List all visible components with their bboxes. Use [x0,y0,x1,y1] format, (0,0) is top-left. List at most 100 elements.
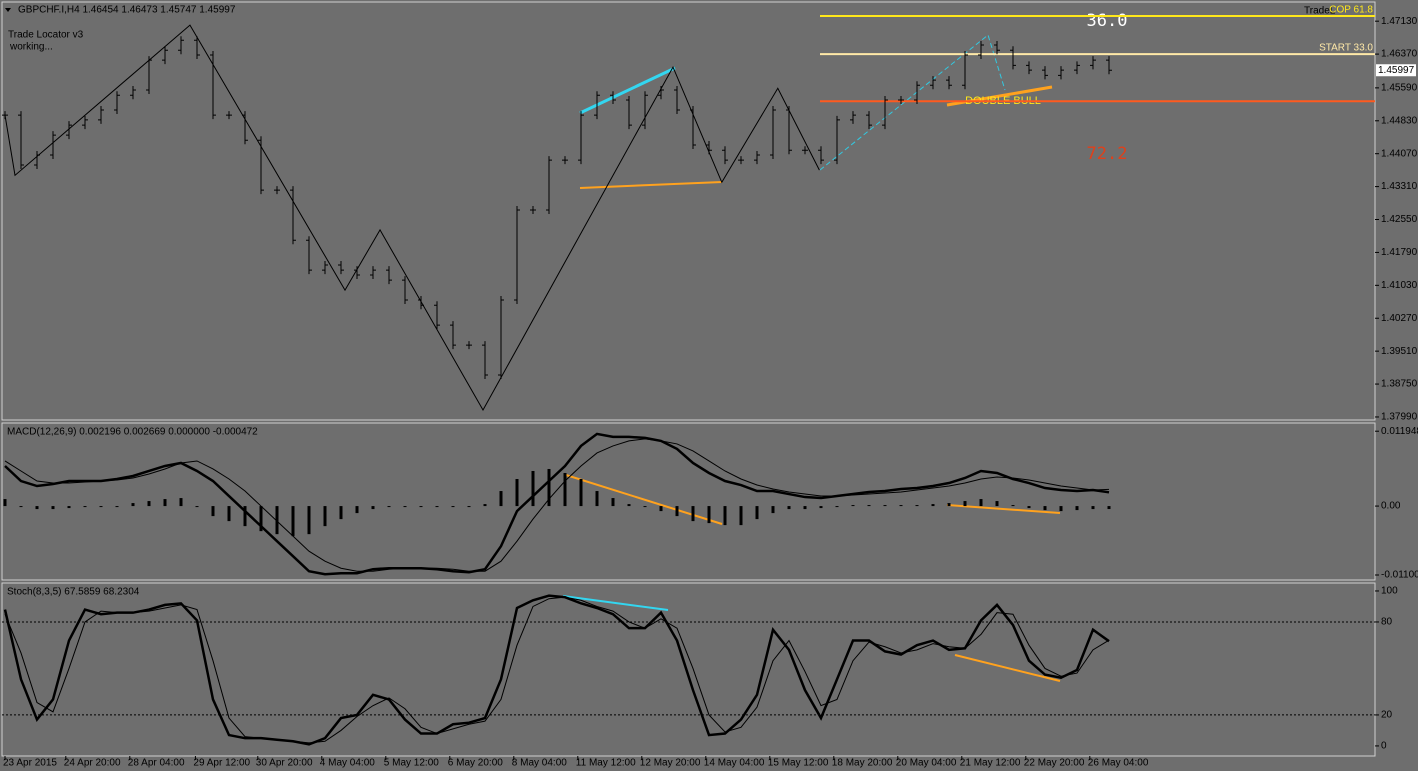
price-bar [370,266,376,279]
histogram-bar [179,498,183,507]
price-bar [818,146,824,165]
y-tick-label: 1.44070 [1381,148,1418,159]
x-tick-label: 26 May 04:00 [1088,758,1149,769]
y-tick-label: 1.47130 [1381,16,1418,27]
histogram-bar [1011,505,1015,507]
indicator-line [3,594,1110,746]
y-tick-label: 1.39510 [1381,346,1418,357]
price-bar [866,111,872,130]
histogram-bar [259,506,263,532]
price-bar [322,260,328,275]
x-tick-label: 18 May 20:00 [832,758,893,769]
histogram-bar [499,491,503,507]
x-tick-label: 11 May 12:00 [576,758,636,769]
indicator-line [4,438,1110,572]
histogram-bar [739,506,743,526]
histogram-bar [899,505,903,507]
histogram-bar [691,506,695,522]
x-tick-label: 23 Apr 2015 [3,758,57,769]
histogram-bar [339,506,343,520]
price-bar [66,121,72,140]
y-tick-label: 1.45590 [1381,83,1418,94]
histogram-bar [483,504,487,507]
price-bar [1090,56,1096,70]
price-bar [274,186,280,195]
y-tick-label: 1.40270 [1381,313,1418,324]
y-tick-label: 80 [1381,617,1393,628]
histogram-bar [915,505,919,507]
price-bar [642,91,648,130]
histogram-bar [531,470,535,507]
histogram-bar [643,506,647,508]
histogram-bar [787,506,791,510]
histogram-bar [99,506,103,508]
x-tick-label: 15 May 12:00 [768,758,829,769]
price-bar [482,341,488,379]
price-bar [194,36,200,59]
histogram-bar [1027,506,1031,509]
x-tick-label: 20 May 04:00 [896,758,957,769]
level-label: COP 61.8 [1329,5,1373,16]
y-tick-label: 1.44830 [1381,115,1418,126]
price-bar [290,186,296,245]
price-bar [962,50,968,90]
price-bar [1058,66,1064,80]
price-bar [18,111,24,169]
price-bar [994,41,1000,55]
price-bar [50,131,56,159]
y-tick-label: 0 [1381,741,1387,752]
ratio-label: 72.2 [1087,144,1128,164]
indicator-line [4,432,1110,576]
histogram-bar [947,503,951,507]
macd-pane [1,422,1376,581]
price-bar [898,95,904,104]
histogram-bar [355,506,359,514]
price-bar [834,115,840,165]
price-bar [130,86,136,100]
histogram-bar [1091,506,1095,510]
divergence-line [579,66,676,115]
price-bar [674,86,680,114]
y-tick-label: 0.011948 [1381,426,1418,437]
x-tick-label: 6 May 20:00 [448,758,503,769]
y-tick-label: 20 [1381,710,1393,721]
menu-arrow[interactable] [5,8,11,12]
histogram-bar [515,479,519,507]
histogram-bar [963,501,967,507]
histogram-bar [611,498,615,507]
price-bar [338,260,344,275]
histogram-bar [419,506,423,508]
histogram-bar [755,506,759,520]
divergence-line [579,181,723,189]
x-tick-label: 29 Apr 12:00 [193,758,250,769]
histogram-bar [707,506,711,524]
histogram-bar [275,506,279,535]
histogram-bar [579,479,583,507]
price-bar [562,156,568,165]
histogram-bar [723,506,727,526]
y-tick-label: 1.37990 [1381,412,1418,423]
y-tick-label: 1.43310 [1381,181,1418,192]
stoch-pane [1,582,1376,757]
price-bar [466,341,472,350]
price-bar [98,105,104,124]
histogram-bar [819,506,823,509]
histogram-bar [323,506,327,527]
price-bar [306,236,312,275]
price-bar [226,111,232,120]
histogram-bar [19,506,23,508]
divergence-line [562,595,669,611]
histogram-bar [467,506,471,508]
indicator-name: Trade Locator v3 [8,30,84,41]
y-tick-label: -0.011002 [1381,570,1418,581]
histogram-bar [451,506,455,508]
stoch-title: Stoch(8,3,5) 67.5859 68.2304 [7,587,140,598]
x-tick-label: 28 Apr 04:00 [128,758,185,769]
price-pane [1,1,1376,421]
price-bar [930,76,936,90]
level-label: START 33.0 [1319,43,1373,54]
histogram-bar [803,506,807,510]
histogram-bar [851,505,855,507]
